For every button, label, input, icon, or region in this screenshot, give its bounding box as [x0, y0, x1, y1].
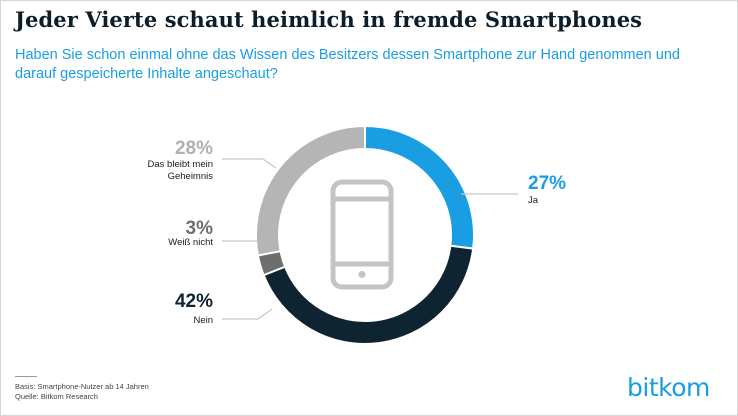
- chart-title: Jeder Vierte schaut heimlich in fremde S…: [15, 7, 643, 32]
- value-label-nein: 42%: [175, 291, 213, 312]
- donut-slice-nein: [262, 244, 475, 345]
- smartphone-icon: [330, 179, 394, 290]
- chart-subtitle: Haben Sie schon einmal ohne das Wissen d…: [15, 47, 680, 82]
- value-label-weiss-nicht: 3%: [186, 218, 214, 239]
- category-label-nein: Nein: [193, 315, 213, 326]
- category-label-weiss-nicht: Weiß nicht: [168, 237, 213, 248]
- donut-slice-ja: [364, 124, 475, 250]
- footer-source: Quelle: Bitkom Research: [15, 392, 98, 401]
- value-label-ja: 27%: [528, 173, 566, 194]
- category-label-geheimnis: Das bleibt mein Geheimnis: [148, 159, 214, 182]
- leader-line-geheimnis: [222, 158, 277, 169]
- category-label-ja: Ja: [528, 195, 539, 206]
- bitkom-logo: bitkom: [627, 373, 710, 402]
- footer-divider: [15, 376, 37, 377]
- footer-notes: Basis: Smartphone-Nutzer ab 14 Jahren Qu…: [15, 382, 149, 402]
- leader-line-nein: [222, 308, 273, 320]
- footer-basis: Basis: Smartphone-Nutzer ab 14 Jahren: [15, 382, 149, 391]
- value-label-geheimnis: 28%: [175, 138, 213, 159]
- donut-slice-geheimnis: [255, 124, 366, 257]
